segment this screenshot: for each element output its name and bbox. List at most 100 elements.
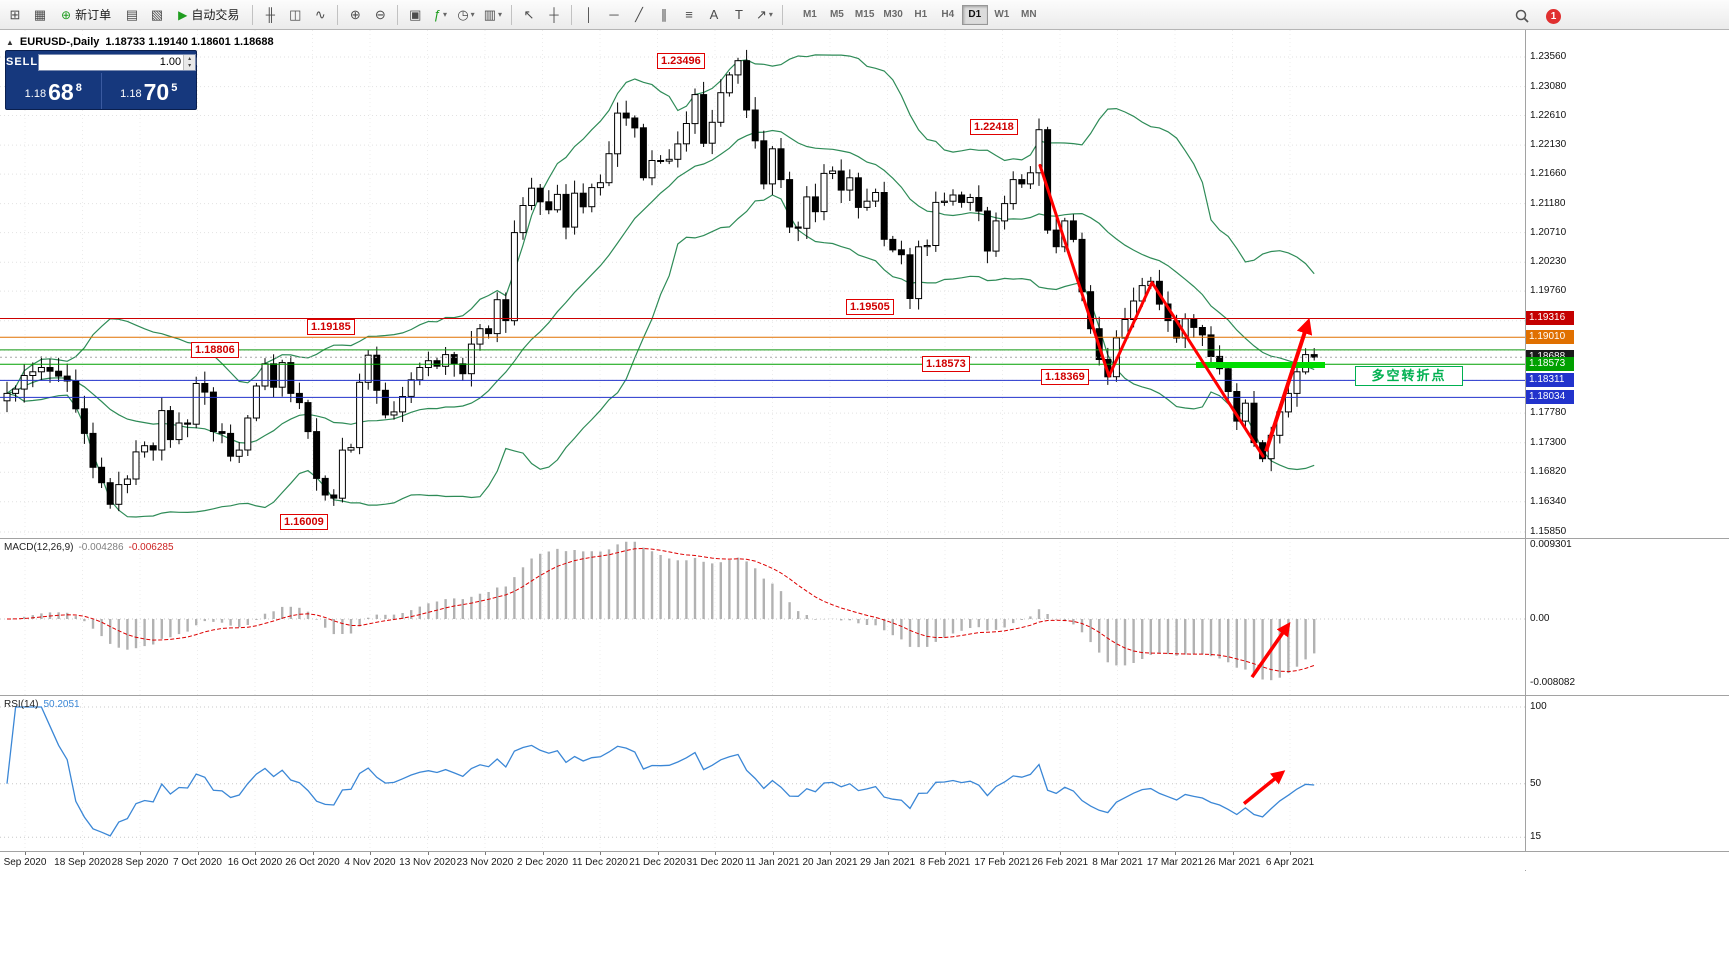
timeframe-m5-button[interactable]: M5 <box>829 9 844 20</box>
new-chart-icon: ⊞ <box>9 7 21 22</box>
autotrading-button: ▶ <box>178 7 188 22</box>
macd-canvas[interactable] <box>0 538 1729 695</box>
channel-icon[interactable]: ∥ <box>652 3 676 27</box>
new-order-button[interactable]: ⊕ 新订单 <box>53 3 119 27</box>
rsi-canvas[interactable] <box>0 695 1729 850</box>
panel-separator-macd[interactable] <box>0 538 1729 539</box>
arrows-tool-icon[interactable]: ↗ ▾ <box>752 3 777 27</box>
indicators-icon: ƒ <box>433 7 441 22</box>
zoom-out-icon[interactable]: ⊖ <box>368 3 392 27</box>
cursor-icon: ↖ <box>523 7 535 22</box>
price-callout[interactable]: 1.16009 <box>280 514 328 531</box>
horizontal-line-icon[interactable]: ─ <box>602 3 626 27</box>
vertical-line-icon[interactable]: │ <box>577 3 601 27</box>
timeframe-w1-button[interactable]: W1 <box>994 9 1010 20</box>
price-callout[interactable]: 1.19505 <box>846 298 894 315</box>
timeframe-d1-button[interactable]: D1 <box>961 4 988 25</box>
sell-button[interactable]: 1.18 68 8 <box>6 73 102 109</box>
line-chart-icon[interactable]: ∿ <box>308 3 332 27</box>
text-tool-icon[interactable]: A <box>702 3 726 27</box>
autotrading-button[interactable]: ▶ 自动交易 <box>170 3 247 27</box>
timeframe-m15-button[interactable]: M15 <box>854 9 875 20</box>
buy-price-big: 70 <box>143 79 170 105</box>
time-axis-label: 18 Sep 2020 <box>54 857 111 868</box>
channel-icon: ∥ <box>660 7 668 22</box>
time-axis-tick <box>1117 852 1119 855</box>
timeframe-mn-button[interactable]: MN <box>1021 9 1037 20</box>
time-axis-label: 31 Dec 2020 <box>686 857 744 868</box>
price-chart-canvas[interactable] <box>0 30 1729 538</box>
trendline-icon[interactable]: ╱ <box>627 3 651 27</box>
price-callout[interactable]: 1.18806 <box>191 341 239 358</box>
timeframe-m30-button[interactable]: M30 <box>883 9 903 20</box>
price-axis-label: 1.23080 <box>1530 80 1567 92</box>
chart-header: ▲ EURUSD-,Daily 1.18733 1.19140 1.18601 … <box>6 36 274 48</box>
time-axis-tick <box>945 852 946 855</box>
label-tool-icon[interactable]: T <box>727 3 751 27</box>
time-axis-tick <box>542 852 544 855</box>
time-axis-label: Sep 2020 <box>3 857 47 868</box>
candlestick-chart-icon[interactable]: ◫ <box>283 3 307 27</box>
navigator-icon[interactable]: ▧ <box>145 3 169 27</box>
sell-price-sup: 8 <box>75 82 82 94</box>
macd-axis-label: 0.009301 <box>1530 539 1572 550</box>
time-axis-label: 8 Feb 2021 <box>919 857 971 868</box>
price-axis-label: 1.17780 <box>1530 407 1567 419</box>
macd-name: MACD(12,26,9) <box>4 542 74 553</box>
one-click-toggle-icon[interactable]: ▲ <box>6 37 14 47</box>
time-axis-tick <box>1232 852 1234 855</box>
price-axis-label: 1.20710 <box>1530 226 1567 238</box>
rsi-arrow[interactable] <box>1242 770 1286 805</box>
trend-zigzag[interactable] <box>1038 163 1265 458</box>
sell-price-prefix: 1.18 <box>24 88 47 100</box>
panel-separator-rsi[interactable] <box>0 695 1729 696</box>
fibonacci-icon: ≡ <box>685 7 693 22</box>
price-callout[interactable]: 1.22418 <box>970 119 1018 136</box>
price-axis-border[interactable] <box>1525 30 1526 871</box>
timeframe-m1-button[interactable]: M1 <box>802 9 817 20</box>
chart-profiles-icon[interactable]: ▦ <box>28 3 52 27</box>
time-axis-tick <box>887 852 889 855</box>
time-axis-label: 8 Mar 2021 <box>1092 857 1143 868</box>
indicators-icon[interactable]: ƒ ▾ <box>428 3 452 27</box>
time-axis[interactable]: Sep 2020 18 Sep 2020 28 Sep 2020 7 Oct 2020… <box>0 851 1729 870</box>
time-axis-tick <box>370 852 371 855</box>
volume-input[interactable] <box>39 54 184 70</box>
templates-icon[interactable]: ▥ ▾ <box>480 3 506 27</box>
sell-label: SELL <box>6 56 39 68</box>
buy-button[interactable]: 1.18 70 5 <box>102 73 197 109</box>
new-chart-icon[interactable]: ⊞ <box>3 3 27 27</box>
volume-increase-button[interactable]: ▴ <box>183 54 196 62</box>
turning-point-note[interactable]: 多空转折点 <box>1355 366 1463 386</box>
timeframe-h1-button[interactable]: H1 <box>914 9 928 20</box>
time-axis-tick <box>1002 852 1004 855</box>
market-watch-icon[interactable]: ▤ <box>120 3 144 27</box>
tile-windows-icon[interactable]: ▣ <box>403 3 427 27</box>
price-callout[interactable]: 1.23496 <box>657 52 705 69</box>
time-axis-label: 16 Oct 2020 <box>227 857 283 868</box>
cursor-icon[interactable]: ↖ <box>517 3 541 27</box>
zoom-out-icon: ⊖ <box>374 7 386 22</box>
macd-arrow[interactable] <box>1250 621 1291 679</box>
volume-decrease-button[interactable]: ▾ <box>183 62 196 70</box>
price-axis-label: 1.23560 <box>1530 51 1567 62</box>
time-axis-label: 4 Nov 2020 <box>344 857 396 868</box>
periods-icon[interactable]: ◷ ▾ <box>453 3 478 27</box>
fibonacci-icon[interactable]: ≡ <box>677 3 701 27</box>
price-tag: 1.18034 <box>1526 390 1574 405</box>
time-axis-label: 11 Dec 2020 <box>572 857 628 868</box>
price-callout[interactable]: 1.18573 <box>922 356 970 373</box>
price-callout[interactable]: 1.19185 <box>307 318 355 335</box>
projection-arrow[interactable] <box>1264 317 1313 452</box>
timeframe-h4-button[interactable]: H4 <box>941 9 955 20</box>
new-order-button-label: 新订单 <box>75 8 112 22</box>
label-tool-icon: T <box>735 7 743 22</box>
toolbar-separator <box>252 4 254 25</box>
crosshair-icon[interactable]: ┼ <box>542 3 566 27</box>
toolbar-buttons: ⊞ ▦ ⊕ 新订单 ▤ ▧ ▶ 自动交易 ╫ ◫ ∿ ⊕ ⊖ ▣ ƒ ▾ ◷ ▾ ▥ ▾ ↖ ┼ │ ─ ╱ ∥ ≡ A T ↗ ▾ <box>3 3 787 27</box>
zoom-in-icon[interactable]: ⊕ <box>343 3 367 27</box>
search-icon[interactable] <box>1510 4 1534 28</box>
price-callout[interactable]: 1.18369 <box>1041 368 1089 385</box>
notification-badge[interactable]: 1 <box>1546 8 1561 24</box>
bar-chart-icon[interactable]: ╫ <box>258 3 282 27</box>
